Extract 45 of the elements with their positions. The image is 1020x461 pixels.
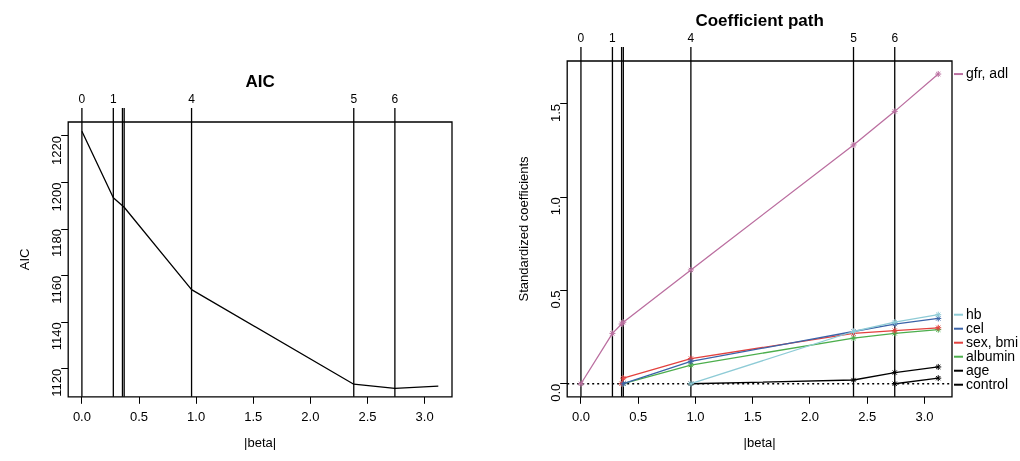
text: 1 <box>109 92 117 107</box>
x-tick-label: 0.0 <box>571 409 590 425</box>
y-tick-label: 1180 <box>48 229 64 258</box>
text: 5 <box>350 92 358 107</box>
text: 0 <box>78 92 86 107</box>
x-axis-title: |beta| <box>743 434 776 450</box>
y-axis-title: AIC <box>17 248 33 271</box>
x-tick-label: 2.5 <box>858 409 877 425</box>
y-tick-label: 1160 <box>48 275 64 304</box>
y-tick-label: 1220 <box>48 135 64 165</box>
x-tick-label: 2.5 <box>358 409 377 425</box>
x-tick-label: 2.0 <box>301 409 320 425</box>
chart-title: AIC <box>245 71 275 91</box>
legend-label: age <box>966 361 990 378</box>
y-tick-label: 1200 <box>48 182 64 212</box>
text: 1 <box>609 31 617 46</box>
y-tick-label: 0.0 <box>547 383 563 402</box>
x-tick-label: 1.0 <box>686 409 705 425</box>
text: 6 <box>891 31 899 46</box>
legend-label: hb <box>966 305 982 322</box>
x-axis-title: |beta| <box>244 434 277 450</box>
text: 5 <box>850 31 858 46</box>
x-tick-label: 0.5 <box>629 409 648 425</box>
y-tick-label: 1140 <box>48 322 64 351</box>
x-tick-label: 0.5 <box>129 409 149 425</box>
text: 4 <box>687 31 695 46</box>
x-tick-label: 0.0 <box>72 409 91 425</box>
x-tick-label: 3.0 <box>915 409 934 425</box>
y-tick-label: 1.0 <box>547 197 563 216</box>
y-axis-title: Standardized coefficients <box>516 155 532 302</box>
text: 0 <box>577 31 585 46</box>
y-tick-label: 1.5 <box>547 103 563 122</box>
x-tick-label: 3.0 <box>415 409 434 425</box>
legend-label: cel <box>966 319 984 336</box>
x-tick-label: 1.5 <box>244 409 263 425</box>
text: 4 <box>188 92 196 107</box>
x-tick-label: 1.0 <box>187 409 206 425</box>
y-tick-label: 0.5 <box>547 290 563 309</box>
legend-label: gfr, adl <box>966 64 1009 81</box>
x-tick-label: 2.0 <box>800 409 820 425</box>
text: 6 <box>391 92 399 107</box>
x-tick-label: 1.5 <box>743 409 762 425</box>
chart-title: Coefficient path <box>695 10 824 30</box>
y-tick-label: 1120 <box>48 368 64 397</box>
legend-label: sex, bmi <box>966 333 1019 350</box>
